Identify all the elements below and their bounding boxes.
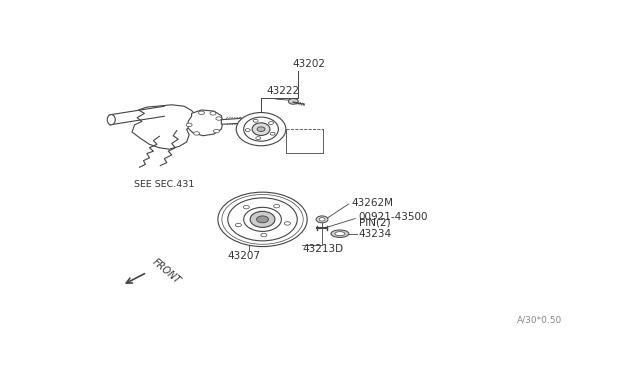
- Ellipse shape: [218, 192, 307, 247]
- Ellipse shape: [236, 112, 286, 146]
- Circle shape: [193, 132, 200, 135]
- Text: 43234: 43234: [359, 229, 392, 239]
- Circle shape: [319, 218, 325, 221]
- Circle shape: [261, 233, 267, 237]
- Ellipse shape: [244, 207, 282, 231]
- Circle shape: [256, 137, 260, 140]
- Circle shape: [316, 216, 328, 223]
- Circle shape: [269, 122, 273, 125]
- Circle shape: [270, 132, 275, 135]
- Text: 43207: 43207: [228, 251, 261, 261]
- Circle shape: [273, 205, 280, 208]
- Text: PIN(2): PIN(2): [359, 218, 390, 228]
- Circle shape: [186, 123, 192, 126]
- Text: 43262M: 43262M: [352, 198, 394, 208]
- Polygon shape: [188, 110, 223, 136]
- Circle shape: [257, 216, 269, 223]
- Ellipse shape: [335, 232, 345, 236]
- Ellipse shape: [108, 115, 115, 125]
- Circle shape: [257, 127, 265, 131]
- Text: 43222: 43222: [266, 86, 300, 96]
- Circle shape: [288, 99, 298, 104]
- Text: 00921-43500: 00921-43500: [359, 212, 428, 222]
- Circle shape: [213, 129, 220, 133]
- Circle shape: [245, 129, 250, 132]
- Text: A/30*0.50: A/30*0.50: [516, 315, 562, 324]
- Circle shape: [284, 222, 291, 225]
- Text: SEE SEC.431: SEE SEC.431: [134, 180, 195, 189]
- Polygon shape: [221, 118, 241, 124]
- Circle shape: [210, 112, 216, 115]
- Ellipse shape: [250, 211, 275, 227]
- Circle shape: [236, 223, 241, 227]
- Ellipse shape: [244, 117, 278, 141]
- Ellipse shape: [252, 123, 270, 135]
- Text: 43213D: 43213D: [302, 244, 343, 254]
- Polygon shape: [132, 105, 196, 149]
- Text: FRONT: FRONT: [151, 256, 183, 285]
- Ellipse shape: [331, 230, 349, 237]
- Ellipse shape: [222, 195, 303, 244]
- Ellipse shape: [228, 198, 297, 241]
- Circle shape: [216, 117, 222, 120]
- Circle shape: [243, 205, 249, 209]
- Circle shape: [253, 119, 258, 122]
- Text: 43202: 43202: [292, 59, 325, 69]
- Circle shape: [198, 111, 205, 115]
